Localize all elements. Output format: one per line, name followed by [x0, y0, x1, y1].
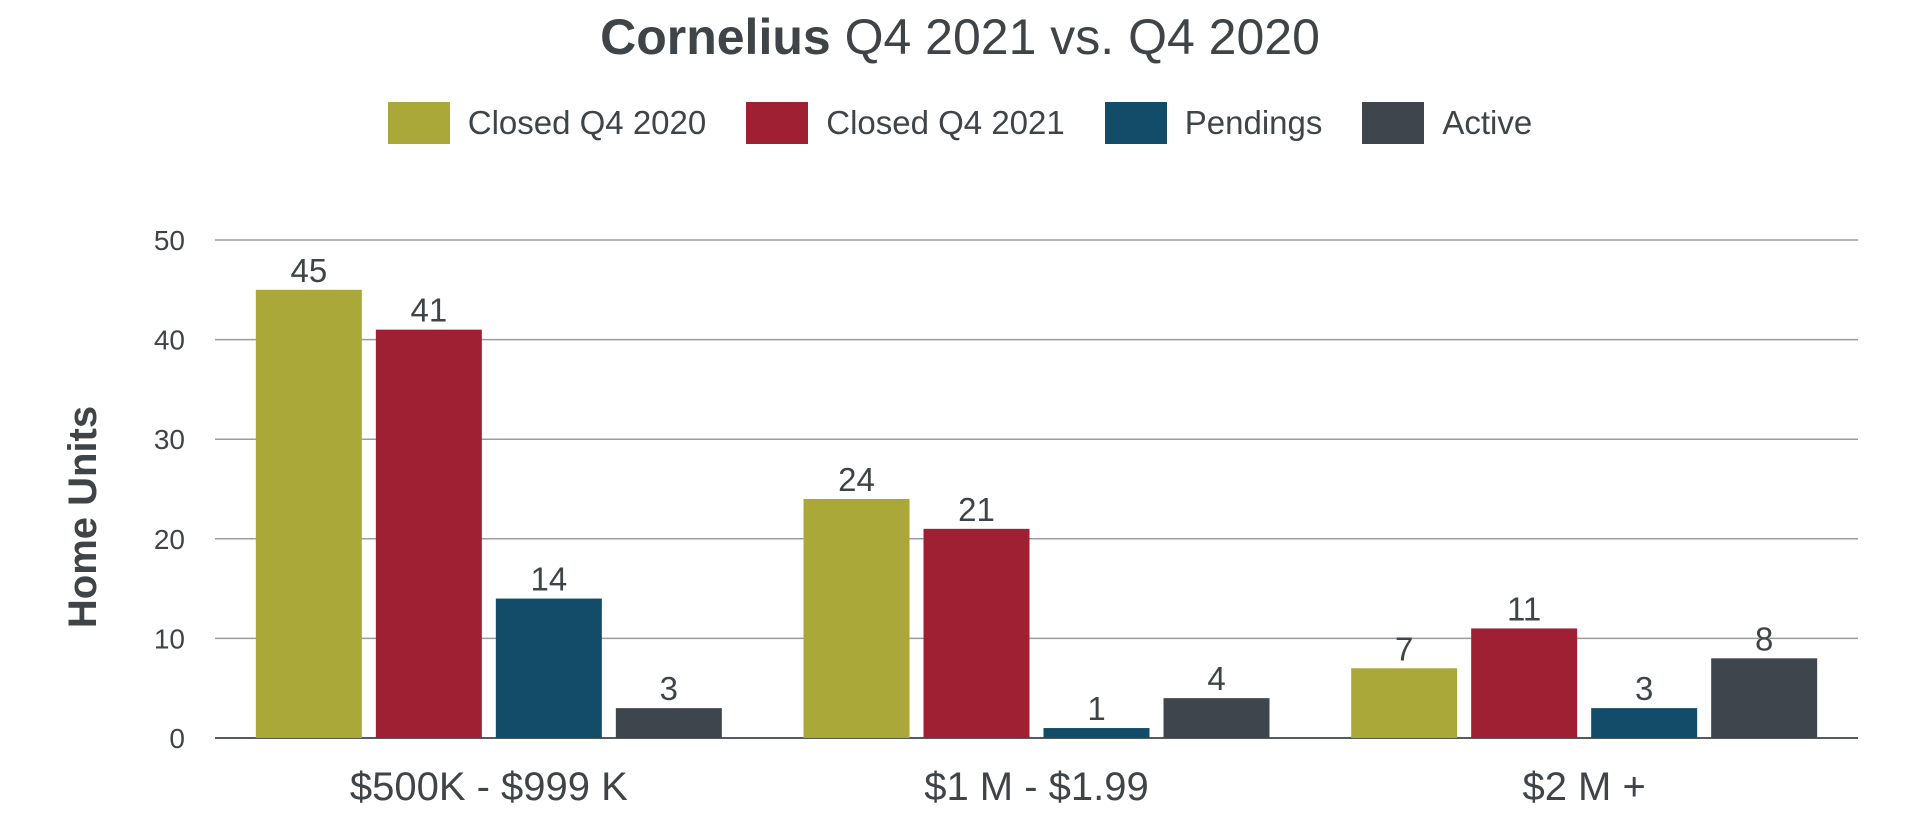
bar [923, 528, 1030, 738]
bar [1471, 628, 1578, 738]
data-label: 3 [1635, 670, 1653, 707]
legend: Closed Q4 2020 Closed Q4 2021 Pendings A… [0, 102, 1920, 144]
legend-item: Closed Q4 2020 [387, 102, 707, 144]
bar [1711, 658, 1818, 738]
bar [255, 289, 362, 738]
bar [803, 498, 910, 738]
data-label: 3 [660, 670, 678, 707]
bar [1163, 698, 1270, 738]
legend-swatch [387, 102, 450, 144]
data-label: 7 [1395, 630, 1413, 667]
bar [1591, 708, 1698, 738]
data-label: 8 [1755, 620, 1773, 657]
y-tick-label: 40 [154, 325, 185, 356]
bar [1043, 728, 1150, 738]
legend-item: Active [1362, 102, 1532, 144]
y-tick-label: 0 [169, 723, 185, 754]
legend-item: Pendings [1104, 102, 1323, 144]
legend-item: Closed Q4 2021 [746, 102, 1065, 144]
y-tick-label: 30 [154, 424, 185, 455]
legend-swatch [746, 102, 809, 144]
x-category-label: $2 M + [1522, 765, 1645, 809]
y-tick-label: 50 [154, 225, 185, 256]
data-label: 21 [958, 491, 995, 528]
legend-label: Closed Q4 2021 [826, 104, 1065, 141]
data-label: 1 [1087, 690, 1105, 727]
data-label: 24 [838, 461, 875, 498]
x-category-label: $500K - $999 K [350, 765, 628, 809]
bar [495, 598, 602, 738]
legend-label: Closed Q4 2020 [467, 104, 707, 141]
chart-title-rest: Q4 2021 vs. Q4 2020 [830, 9, 1320, 65]
bar [1351, 668, 1458, 738]
data-label: 14 [530, 561, 567, 598]
data-label: 41 [410, 292, 447, 329]
x-category-label: $1 M - $1.99 [924, 765, 1149, 809]
y-tick-label: 10 [154, 623, 185, 654]
chart-title: Cornelius Q4 2021 vs. Q4 2020 [0, 8, 1920, 66]
legend-swatch [1362, 102, 1425, 144]
chart-title-strong: Cornelius [600, 9, 831, 65]
bar [375, 329, 482, 738]
data-label: 4 [1207, 660, 1225, 697]
data-label: 45 [290, 252, 327, 289]
data-label: 11 [1507, 590, 1541, 627]
y-tick-label: 20 [154, 524, 185, 555]
legend-label: Pendings [1184, 104, 1323, 141]
legend-label: Active [1442, 104, 1533, 141]
bar [615, 708, 722, 738]
y-axis-title: Home Units [61, 406, 105, 628]
legend-swatch [1104, 102, 1167, 144]
